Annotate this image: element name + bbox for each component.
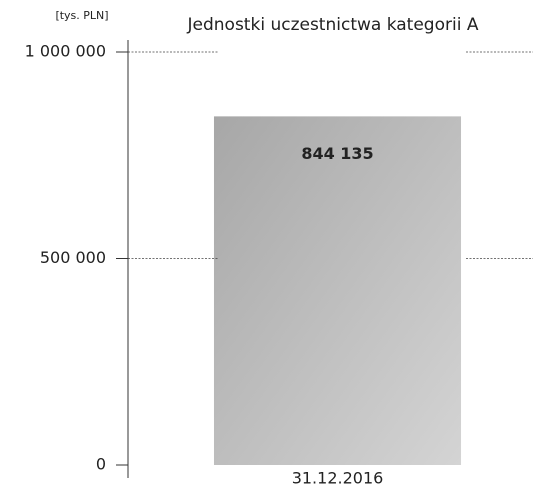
y-tick-label: 0 bbox=[96, 455, 106, 474]
x-tick-label: 31.12.2016 bbox=[292, 469, 384, 488]
bar bbox=[213, 116, 462, 465]
value-label: 844 135 bbox=[301, 144, 373, 163]
chart-title: Jednostki uczestnictwa kategorii A bbox=[187, 15, 479, 35]
y-tick-label: 1 000 000 bbox=[25, 42, 106, 61]
y-axis-label: [tys. PLN] bbox=[55, 9, 108, 22]
y-tick-label: 500 000 bbox=[40, 248, 106, 267]
